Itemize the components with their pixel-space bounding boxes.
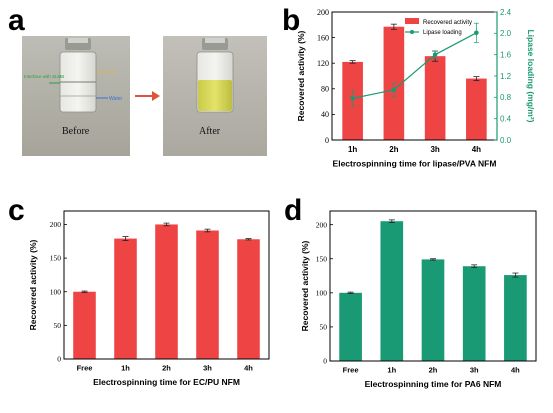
legend-swatch-bar <box>405 18 419 24</box>
y2-tick-label: 2.4 <box>500 8 512 17</box>
x-tick-label: 1h <box>121 364 130 373</box>
y2-tick-label: 1.2 <box>500 72 512 81</box>
bar-1h <box>114 238 137 359</box>
after-label: After <box>199 126 221 137</box>
oil-label: Oil <box>109 70 115 76</box>
y-axis-label: Recovered activity (%) <box>300 240 310 331</box>
x-tick-label: 4h <box>244 364 253 373</box>
y-tick-label: 200 <box>50 220 62 229</box>
legend-label-recovered: Recovered activity <box>423 20 472 26</box>
lipase-loading-point <box>391 87 397 93</box>
y-tick-label: 0 <box>323 357 327 366</box>
y-tick-label: 100 <box>50 287 62 296</box>
y2-tick-label: 0.8 <box>500 93 512 102</box>
vial-photographs: Oil Interface with SLMB Water Before Aft… <box>22 36 267 156</box>
x-axis-label: Electrospinning time for EC/PU NFM <box>93 377 240 387</box>
y-tick-label: 200 <box>317 8 329 17</box>
y-tick-label: 0 <box>325 136 329 145</box>
bar-3h <box>462 266 486 361</box>
y-tick-label: 100 <box>316 288 328 297</box>
y2-tick-label: 1.6 <box>500 50 512 59</box>
after-photo: After <box>163 36 267 156</box>
bar-Free <box>339 292 362 361</box>
x-tick-label: 1h <box>348 145 357 154</box>
water-label: Water <box>109 96 122 102</box>
bar-3h <box>196 230 219 359</box>
y-axis-label: Recovered activity (%) <box>296 30 306 121</box>
x-tick-label: 2h <box>162 364 171 373</box>
bar-3h <box>424 56 446 140</box>
y-tick-label: 120 <box>317 59 329 68</box>
lipase-loading-line <box>352 32 477 99</box>
y-tick-label: 150 <box>50 254 62 263</box>
y-axis-label: Recovered activity (%) <box>28 239 38 330</box>
panel-letter-c: c <box>8 194 25 227</box>
x-axis-label: Electrospinning time for lipase/PVA NFM <box>333 159 497 169</box>
y-tick-label: 150 <box>316 254 328 263</box>
x-tick-label: 1h <box>387 366 396 375</box>
y-tick-label: 200 <box>316 220 328 229</box>
panel-letter-a: a <box>8 4 25 37</box>
bar-2h <box>155 224 178 359</box>
bar-Free <box>73 291 96 359</box>
legend-label-lipase: Lipase loading <box>423 30 462 36</box>
bar-4h <box>504 275 527 361</box>
x-tick-label: Free <box>77 364 93 373</box>
y-tick-label: 40 <box>321 110 329 119</box>
legend-marker <box>410 30 414 34</box>
panel-letter-d: d <box>284 194 303 227</box>
before-photo: Oil Interface with SLMB Water Before <box>22 36 130 156</box>
x-tick-label: Free <box>343 366 359 375</box>
legend: Recovered activity Lipase loading <box>405 18 472 36</box>
x-tick-label: 3h <box>430 145 439 154</box>
x-tick-label: 4h <box>511 366 520 375</box>
bar-2h <box>421 259 445 361</box>
x-tick-label: 2h <box>429 366 438 375</box>
y2-axis-label: Lipase loading (mg/m²) <box>526 29 536 122</box>
lipase-loading-point <box>350 96 355 101</box>
bar-4h <box>237 239 260 359</box>
y-tick-label: 80 <box>321 85 329 94</box>
before-label: Before <box>62 126 90 137</box>
y-tick-label: 50 <box>320 323 328 332</box>
y-tick-label: 0 <box>57 355 61 364</box>
bar-4h <box>466 78 487 140</box>
chart-d: 0 50 100 150 200 Free 1h 2h 3h 4h Electrospinning … <box>300 210 537 389</box>
bar-1h <box>380 221 404 361</box>
x-axis-label: Electrospinning time for PA6 NFM <box>365 379 502 389</box>
lipase-loading-point <box>474 30 479 36</box>
plot-frame <box>329 210 537 362</box>
chart-b: 0 40 80 120 160 200 1h 2h 3h 4h Electrospinning ti… <box>296 8 536 169</box>
y2-tick-label: 2.0 <box>500 29 512 38</box>
x-tick-label: 3h <box>470 366 479 375</box>
plot-frame <box>63 210 270 360</box>
x-tick-label: 3h <box>203 364 212 373</box>
x-tick-label: 4h <box>472 145 481 154</box>
y-tick-label: 50 <box>54 321 62 330</box>
interface-label: Interface with SLMB <box>24 74 64 79</box>
y2-tick-label: 0.0 <box>500 136 512 145</box>
chart-c: 0 50 100 150 200 Free 1h 2h 3h 4h Electrospinning … <box>28 210 270 387</box>
panel-letter-b: b <box>282 4 301 37</box>
lipase-loading-point <box>432 52 438 57</box>
y2-tick-label: 0.4 <box>500 114 512 123</box>
x-tick-label: 2h <box>389 145 398 154</box>
arrow-right-icon <box>135 91 160 101</box>
y-tick-label: 160 <box>317 33 329 42</box>
